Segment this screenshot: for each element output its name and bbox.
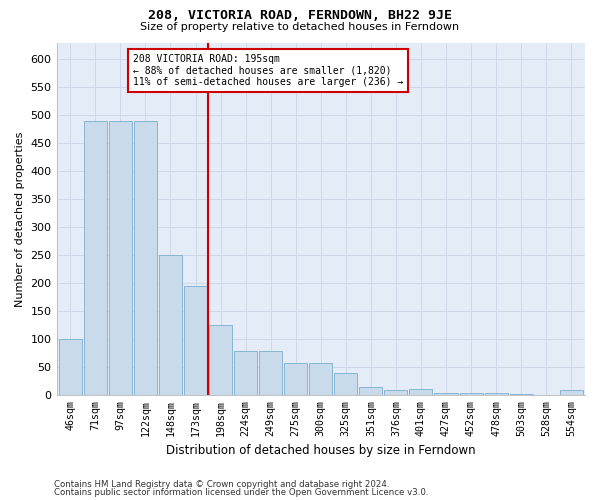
Bar bbox=[309, 364, 332, 396]
Bar bbox=[334, 373, 358, 396]
Bar bbox=[409, 388, 433, 396]
Bar bbox=[209, 326, 232, 396]
Text: 208, VICTORIA ROAD, FERNDOWN, BH22 9JE: 208, VICTORIA ROAD, FERNDOWN, BH22 9JE bbox=[148, 9, 452, 22]
Text: Contains HM Land Registry data © Crown copyright and database right 2024.: Contains HM Land Registry data © Crown c… bbox=[54, 480, 389, 489]
X-axis label: Distribution of detached houses by size in Ferndown: Distribution of detached houses by size … bbox=[166, 444, 476, 458]
Text: Size of property relative to detached houses in Ferndown: Size of property relative to detached ho… bbox=[140, 22, 460, 32]
Text: Contains public sector information licensed under the Open Government Licence v3: Contains public sector information licen… bbox=[54, 488, 428, 497]
Text: 208 VICTORIA ROAD: 195sqm
← 88% of detached houses are smaller (1,820)
11% of se: 208 VICTORIA ROAD: 195sqm ← 88% of detac… bbox=[133, 54, 403, 87]
Bar bbox=[234, 350, 257, 396]
Bar bbox=[59, 340, 82, 396]
Bar bbox=[460, 393, 482, 396]
Bar bbox=[134, 121, 157, 396]
Bar bbox=[259, 350, 282, 396]
Bar bbox=[560, 390, 583, 396]
Bar bbox=[509, 394, 533, 396]
Bar bbox=[159, 256, 182, 396]
Bar bbox=[434, 393, 458, 396]
Bar bbox=[359, 387, 382, 396]
Bar bbox=[84, 121, 107, 396]
Bar bbox=[284, 364, 307, 396]
Bar bbox=[485, 392, 508, 396]
Bar bbox=[385, 390, 407, 396]
Bar bbox=[109, 121, 132, 396]
Y-axis label: Number of detached properties: Number of detached properties bbox=[15, 131, 25, 306]
Bar bbox=[184, 286, 207, 396]
